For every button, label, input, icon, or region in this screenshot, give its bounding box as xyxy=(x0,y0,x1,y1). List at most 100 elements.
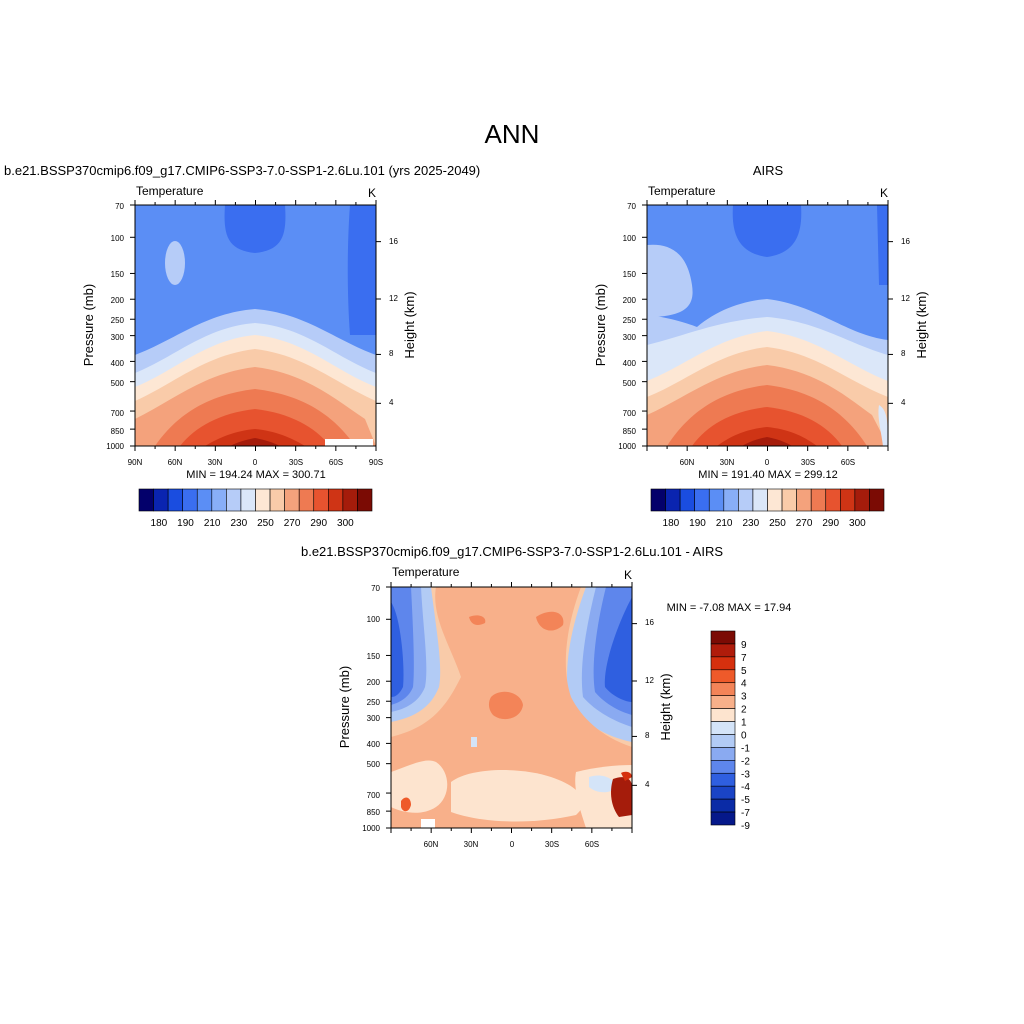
x-tick: 30N xyxy=(464,840,479,849)
y-tick: 400 xyxy=(367,740,381,749)
panel-model-ylabel: Pressure (mb) xyxy=(81,284,96,366)
y-tick: 250 xyxy=(623,316,637,325)
height-tick: 12 xyxy=(901,294,910,303)
y-tick: 70 xyxy=(115,202,124,211)
colorbar-swatch xyxy=(710,747,736,761)
y-tick: 150 xyxy=(111,270,125,279)
panel-model-units: K xyxy=(368,186,376,200)
panel-airs-plot xyxy=(647,205,888,446)
colorbar-swatch xyxy=(284,488,300,512)
colorbar-swatch xyxy=(710,811,736,826)
panel-airs-ylabel-right: Height (km) xyxy=(914,291,929,358)
x-tick: 60N xyxy=(680,458,695,467)
colorbar-label: 270 xyxy=(796,518,813,529)
y-tick: 100 xyxy=(367,615,381,624)
colorbar-swatch xyxy=(211,488,227,512)
panel-diff-height-ticks: 16 12 8 4 xyxy=(645,618,654,789)
colorbar-swatch xyxy=(153,488,169,512)
colorbar-swatch xyxy=(710,734,736,748)
x-tick: 60S xyxy=(841,458,855,467)
colorbar-swatch xyxy=(869,488,885,512)
x-tick: 30N xyxy=(720,458,735,467)
x-tick: 30S xyxy=(801,458,815,467)
colorbar-swatch xyxy=(710,772,736,787)
colorbar-swatch xyxy=(710,630,736,645)
colorbar-label: 290 xyxy=(822,518,839,529)
colorbar-swatch xyxy=(710,682,736,696)
panel-model-ylabel-right: Height (km) xyxy=(402,291,417,358)
colorbar-swatch xyxy=(723,488,739,512)
height-tick: 16 xyxy=(645,618,654,627)
colorbar-swatch xyxy=(710,643,736,658)
colorbar-label: 180 xyxy=(151,518,168,529)
colorbar-label: 290 xyxy=(310,518,327,529)
panel-model-x-ticks: 90N 60N 30N 0 30S 60S 90S xyxy=(128,458,383,467)
y-tick: 70 xyxy=(627,202,636,211)
colorbar-label: 7 xyxy=(741,653,747,664)
panel-airs-title: AIRS xyxy=(753,163,784,178)
panel-model-height-ticks: 16 12 8 4 xyxy=(389,237,398,407)
colorbar-label: 190 xyxy=(177,518,194,529)
colorbar-swatch xyxy=(665,488,681,512)
panel-airs-y-ticks: 70 100 150 200 250 300 400 500 700 850 1… xyxy=(618,202,636,451)
colorbar-swatch xyxy=(226,488,242,512)
colorbar-label: -5 xyxy=(741,795,750,806)
colorbar-label: 230 xyxy=(230,518,247,529)
colorbar-label: 180 xyxy=(663,518,680,529)
colorbar-swatch xyxy=(240,488,256,512)
colorbar-swatch xyxy=(810,488,827,512)
colorbar-label: 9 xyxy=(741,640,747,651)
y-tick: 850 xyxy=(367,808,381,817)
height-tick: 4 xyxy=(901,398,906,407)
colorbar-swatch xyxy=(708,488,725,512)
y-tick: 700 xyxy=(623,409,637,418)
x-tick: 0 xyxy=(765,458,770,467)
tick-marks xyxy=(130,200,893,833)
colorbar-label: 0 xyxy=(741,730,747,741)
colorbar-swatch xyxy=(357,488,373,512)
y-tick: 200 xyxy=(623,296,637,305)
panel-diff-ylabel: Pressure (mb) xyxy=(337,666,352,748)
colorbar-label: 270 xyxy=(284,518,301,529)
y-tick: 1000 xyxy=(362,824,380,833)
panel-diff-variable: Temperature xyxy=(392,565,460,579)
y-tick: 500 xyxy=(367,760,381,769)
panel-model-y-ticks: 70 100 150 200 250 300 400 500 700 850 1… xyxy=(106,202,124,451)
height-tick: 12 xyxy=(645,676,654,685)
y-tick: 500 xyxy=(623,379,637,388)
colorbar-label: 3 xyxy=(741,692,747,703)
height-tick: 8 xyxy=(389,349,394,358)
panel-airs-units: K xyxy=(880,186,888,200)
y-tick: 1000 xyxy=(618,442,636,451)
colorbar-swatch xyxy=(825,488,841,512)
colorbar-swatch xyxy=(269,488,285,512)
panel-diff-minmax: MIN = -7.08 MAX = 17.94 xyxy=(667,602,792,614)
y-tick: 250 xyxy=(367,698,381,707)
colorbar-swatch xyxy=(710,669,736,684)
colorbar-label: -1 xyxy=(741,743,750,754)
x-tick: 30S xyxy=(545,840,559,849)
panel-diff: b.e21.BSSP370cmip6.f09_g17.CMIP6-SSP3-7.… xyxy=(301,544,791,849)
colorbar-label: -7 xyxy=(741,808,750,819)
height-tick: 4 xyxy=(389,398,394,407)
colorbar-swatch xyxy=(710,785,736,800)
y-tick: 300 xyxy=(111,333,125,342)
x-tick: 60N xyxy=(168,458,183,467)
panel-airs-variable: Temperature xyxy=(648,184,716,198)
colorbar-label: 250 xyxy=(257,518,274,529)
colorbar-swatch xyxy=(650,488,666,512)
colorbar-swatch xyxy=(710,656,736,671)
panel-diff-colorbar: 9 7 5 4 3 2 10 -1 -2 -3 -4 -5 -7 -9 xyxy=(710,630,750,832)
colorbar-label: 4 xyxy=(741,679,747,690)
height-tick: 8 xyxy=(901,349,906,358)
y-tick: 700 xyxy=(111,409,125,418)
height-tick: 8 xyxy=(645,731,650,740)
panel-diff-title: b.e21.BSSP370cmip6.f09_g17.CMIP6-SSP3-7.… xyxy=(301,544,723,559)
x-tick: 60S xyxy=(585,840,599,849)
y-tick: 1000 xyxy=(106,442,124,451)
y-tick: 400 xyxy=(623,359,637,368)
colorbar-swatch xyxy=(298,488,315,512)
colorbar-swatch xyxy=(710,721,736,735)
y-tick: 400 xyxy=(111,359,125,368)
